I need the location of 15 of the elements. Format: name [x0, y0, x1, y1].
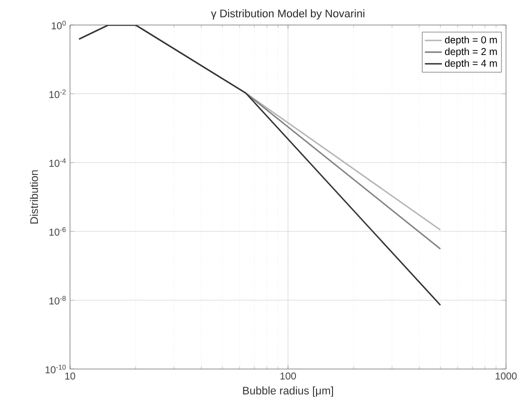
- y-tick-label: 10$^{0}$: [52, 20, 66, 30]
- x-axis-title: Bubble radius [μm]: [243, 386, 334, 397]
- y-tick-label: 10$^{-2}$: [49, 90, 66, 98]
- y-tick-label: 10$^{-8}$: [49, 296, 66, 304]
- y-axis-title: Distribution: [30, 170, 38, 224]
- x-tick-label: 1000: [496, 372, 517, 380]
- legend-label: depth = 4 m: [445, 59, 497, 69]
- y-tick-label: 10$^{-4}$: [49, 158, 66, 167]
- y-tick-label: 10$^{-6}$: [49, 227, 66, 236]
- chart-title: γ Distribution Model by Novarini: [210, 9, 364, 20]
- legend-label: depth = 2 m: [445, 48, 497, 58]
- legend-label: depth = 0 m: [445, 36, 497, 46]
- y-tick-label: 10$^{-10}$: [46, 364, 66, 374]
- x-tick-label: 100: [280, 372, 296, 380]
- x-tick-label: 10: [65, 372, 76, 380]
